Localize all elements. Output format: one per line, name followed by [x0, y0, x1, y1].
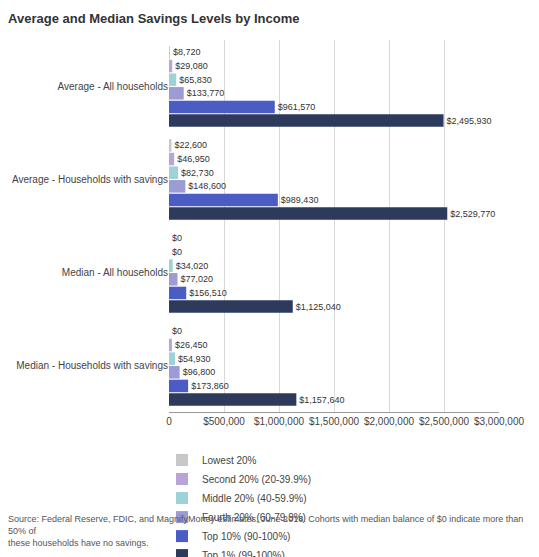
svg-text:$148,600: $148,600	[188, 181, 226, 191]
svg-text:$2,500,000: $2,500,000	[419, 416, 469, 427]
svg-text:$2,529,770: $2,529,770	[450, 209, 495, 219]
svg-text:$96,800: $96,800	[183, 367, 216, 377]
svg-text:0: 0	[166, 416, 172, 427]
svg-text:$26,450: $26,450	[175, 340, 208, 350]
svg-text:Average - All households: Average - All households	[58, 81, 168, 92]
svg-text:Top 10% (90-100%): Top 10% (90-100%)	[202, 531, 290, 542]
svg-text:Middle 20% (40-59.9%): Middle 20% (40-59.9%)	[202, 493, 307, 504]
svg-text:$0: $0	[172, 247, 182, 257]
svg-text:$29,080: $29,080	[175, 61, 208, 71]
svg-text:$156,510: $156,510	[189, 288, 227, 298]
svg-text:$46,950: $46,950	[177, 154, 210, 164]
svg-text:$989,430: $989,430	[281, 195, 319, 205]
svg-text:$1,500,000: $1,500,000	[309, 416, 359, 427]
svg-text:$54,930: $54,930	[178, 354, 211, 364]
svg-text:$0: $0	[172, 326, 182, 336]
svg-text:$77,020: $77,020	[180, 274, 213, 284]
svg-text:$0: $0	[172, 233, 182, 243]
svg-text:$961,570: $961,570	[278, 102, 316, 112]
svg-text:Top 1% (99-100%): Top 1% (99-100%)	[202, 550, 285, 557]
svg-text:$3,000,000: $3,000,000	[474, 416, 524, 427]
svg-text:$22,600: $22,600	[174, 140, 207, 150]
svg-text:$82,730: $82,730	[181, 168, 214, 178]
svg-text:$1,125,040: $1,125,040	[296, 302, 341, 312]
svg-text:$65,830: $65,830	[179, 75, 212, 85]
svg-text:Average - Households with savi: Average - Households with savings	[12, 174, 168, 185]
svg-text:$500,000: $500,000	[203, 416, 245, 427]
svg-text:$34,020: $34,020	[176, 261, 209, 271]
svg-text:$173,860: $173,860	[191, 381, 229, 391]
svg-text:$2,495,930: $2,495,930	[447, 116, 492, 126]
svg-text:$133,770: $133,770	[187, 88, 225, 98]
svg-text:Average and Median Savings Lev: Average and Median Savings Levels by Inc…	[8, 11, 299, 26]
svg-text:$8,720: $8,720	[173, 47, 201, 57]
svg-text:Median - All households: Median - All households	[62, 267, 168, 278]
svg-text:$1,157,640: $1,157,640	[299, 395, 344, 405]
svg-text:Lowest 20%: Lowest 20%	[202, 455, 257, 466]
svg-text:Second 20% (20-39.9%): Second 20% (20-39.9%)	[202, 474, 311, 485]
svg-text:Median - Households with savin: Median - Households with savings	[16, 360, 168, 371]
svg-text:$2,000,000: $2,000,000	[364, 416, 414, 427]
svg-text:$1,000,000: $1,000,000	[254, 416, 304, 427]
